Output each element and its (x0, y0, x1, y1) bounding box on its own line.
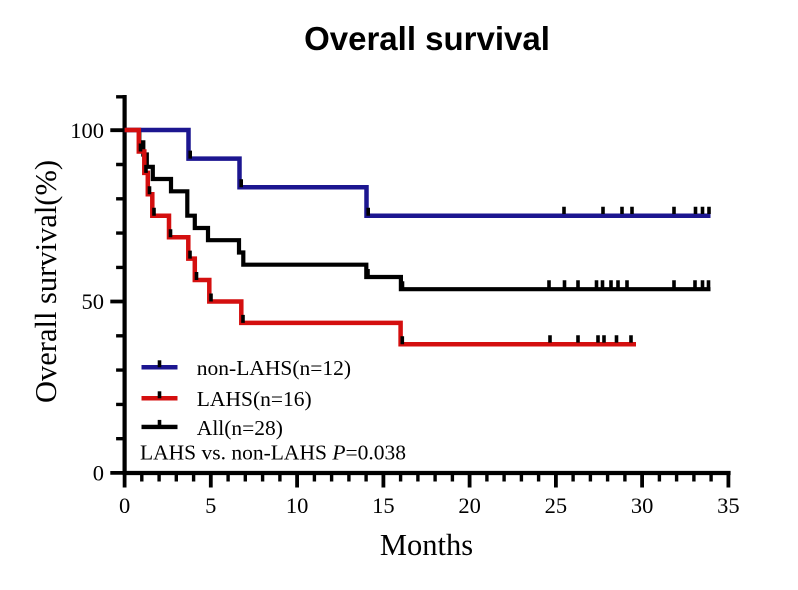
svg-text:20: 20 (458, 493, 481, 518)
svg-text:35: 35 (717, 493, 740, 518)
svg-text:LAHS(n=16): LAHS(n=16) (197, 387, 312, 411)
svg-text:LAHS vs. non-LAHS P=0.038: LAHS vs. non-LAHS P=0.038 (140, 441, 406, 465)
svg-text:5: 5 (205, 493, 216, 518)
svg-text:All(n=28): All(n=28) (197, 416, 283, 440)
svg-text:15: 15 (372, 493, 395, 518)
svg-text:0: 0 (93, 461, 104, 486)
svg-text:Overall survival(%): Overall survival(%) (29, 160, 63, 403)
svg-text:100: 100 (70, 118, 104, 143)
svg-text:non-LAHS(n=12): non-LAHS(n=12) (197, 356, 351, 380)
svg-text:0: 0 (119, 493, 130, 518)
svg-text:Overall survival: Overall survival (304, 20, 550, 57)
svg-text:30: 30 (631, 493, 654, 518)
svg-text:10: 10 (286, 493, 309, 518)
svg-text:Months: Months (380, 528, 473, 562)
svg-text:50: 50 (82, 289, 105, 314)
svg-text:25: 25 (545, 493, 568, 518)
